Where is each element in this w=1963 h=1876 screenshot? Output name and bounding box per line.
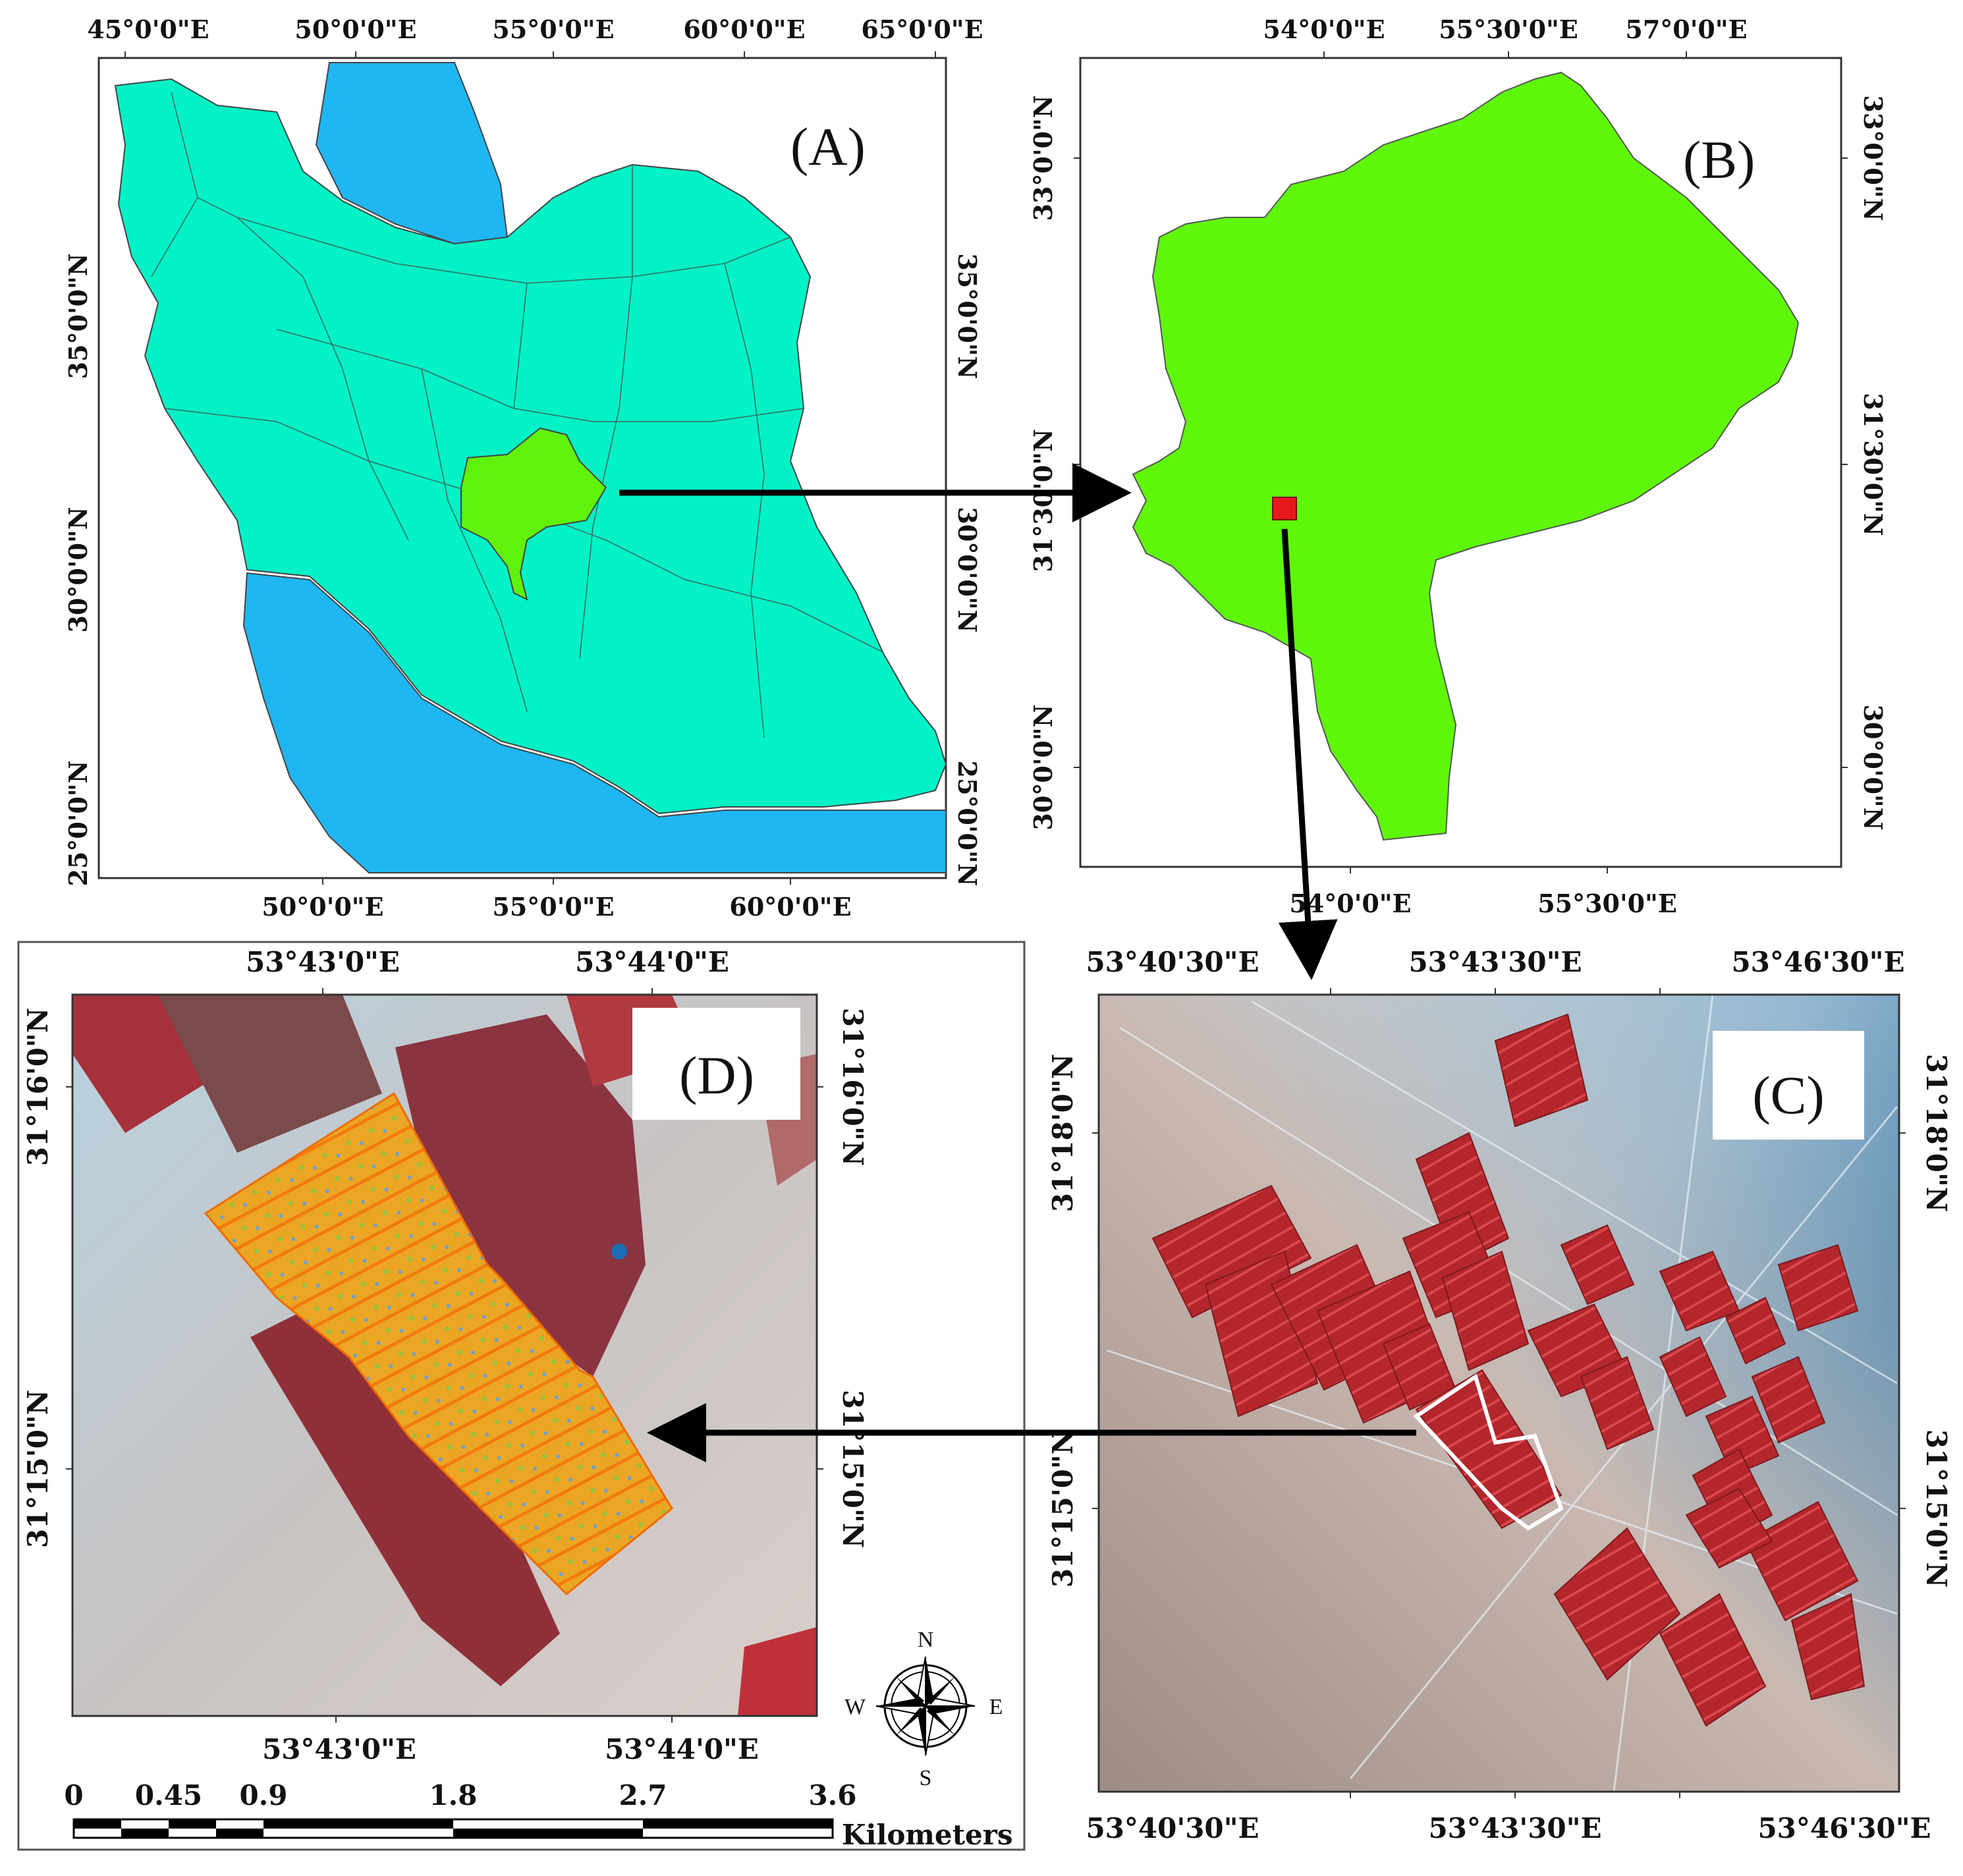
compass-s: S (920, 1766, 932, 1790)
panel-c-ticks (1092, 988, 1906, 1798)
panel-a: (A) 45°0'0"E 50°0'0"E 55°0'0"E 60°0'0"E … (63, 14, 983, 922)
panel-b-left-tick-label: 30°0'0"N (1028, 705, 1058, 831)
study-field-outline (1413, 1373, 1564, 1531)
scale-tick-045: 0.45 (135, 1779, 202, 1811)
panel-d-top-tick-label: 53°44'0"E (575, 946, 729, 978)
compass-n: N (918, 1628, 934, 1652)
scale-tick-27: 2.7 (619, 1779, 667, 1811)
panel-a-left-tick-label: 30°0'0"N (63, 507, 93, 633)
panel-d-right-tick-label: 31°16'0"N (837, 1008, 869, 1166)
panel-c-right-tick-label: 31°15'0"N (1920, 1429, 1952, 1587)
panel-c-bottom-tick-label: 53°43'30"E (1428, 1812, 1601, 1844)
panel-c-frame (1097, 993, 1900, 1793)
panel-b-left-tick-label: 33°0'0"N (1028, 96, 1058, 221)
panel-a-bottom-tick-label: 60°0'0"E (729, 892, 851, 922)
panel-a-top-tick-label: 50°0'0"E (294, 14, 416, 44)
panel-d-right-tick-label: 31°15'0"N (837, 1390, 869, 1548)
panel-b-right-tick-label: 33°0'0"N (1858, 96, 1888, 221)
panel-c-bottom-tick-label: 53°46'30"E (1757, 1812, 1931, 1844)
scale-bar (72, 1818, 834, 1839)
compass-e: E (989, 1695, 1003, 1719)
panel-d-bottom-tick-label: 53°43'0"E (262, 1733, 416, 1765)
persian-gulf (242, 572, 947, 873)
panel-b-tag: (B) (1683, 130, 1755, 190)
panel-c-left-tick-label: 31°18'0"N (1047, 1054, 1079, 1212)
panel-b-top-tick-label: 55°30'0"E (1439, 14, 1578, 44)
panel-a-left-tick-label: 25°0'0"N (63, 761, 93, 887)
panel-c-tag: (C) (1752, 1065, 1824, 1125)
panel-d-map-frame (71, 993, 818, 1717)
panel-b-right-tick-label: 30°0'0"N (1858, 705, 1888, 831)
study-area-marker (1272, 497, 1297, 520)
panel-c-top-tick-label: 53°46'30"E (1731, 946, 1904, 978)
scale-tick-09: 0.9 (239, 1779, 287, 1811)
panel-b-top-tick-label: 57°0'0"E (1625, 14, 1747, 44)
panel-b: (B) 54°0'0"E 55°30'0"E 57°0'0"E 54°0'0"E… (1028, 14, 1888, 918)
irrigated-fields (1151, 1013, 1866, 1727)
panel-b-ticks (1074, 51, 1848, 873)
panel-d-tag-box (632, 1008, 800, 1120)
yazd-province-highlight (460, 427, 607, 601)
panel-c-right-tick-label: 31°18'0"N (1920, 1054, 1952, 1212)
panel-a-top-tick-label: 60°0'0"E (683, 14, 805, 44)
background-fields (72, 995, 817, 1716)
panel-c-bottom-tick-label: 53°40'30"E (1086, 1812, 1259, 1844)
panel-d-top-tick-label: 53°43'0"E (246, 946, 400, 978)
panel-d-bottom-tick-label: 53°44'0"E (605, 1733, 759, 1765)
panel-d-left-tick-label: 31°16'0"N (22, 1008, 54, 1166)
yazd-province-shape (1132, 71, 1800, 841)
scale-tick-0: 0 (64, 1779, 83, 1811)
panel-a-right-tick-label: 30°0'0"N (953, 507, 982, 633)
panel-d-ticks (66, 988, 823, 1723)
scale-tick-18: 1.8 (429, 1779, 477, 1811)
panel-b-right-tick-label: 31°30'0"N (1858, 393, 1888, 536)
arrow-b-to-c (1278, 528, 1338, 980)
panel-d-tag: (D) (679, 1045, 754, 1105)
panel-a-left-tick-label: 35°0'0"N (63, 254, 93, 379)
panel-a-right-tick-label: 25°0'0"N (953, 761, 982, 887)
panel-b-bottom-tick-label: 55°30'0"E (1537, 889, 1677, 918)
panel-a-top-tick-label: 45°0'0"E (87, 14, 209, 44)
panel-c-top-tick-label: 53°40'30"E (1086, 946, 1259, 978)
panel-a-right-tick-label: 35°0'0"N (953, 254, 982, 379)
panel-d-left-tick-label: 31°15'0"N (22, 1390, 54, 1548)
panel-c: (C) 53°40'30"E 53°43'30"E 53°46'30"E 53°… (1047, 946, 1952, 1844)
panel-c-left-tick-label: 31°15'0"N (1047, 1429, 1079, 1587)
panel-a-bottom-tick-label: 50°0'0"E (262, 892, 383, 922)
panel-d: (D) 53°43'0"E 53°44'0"E 53°43'0"E 53°44'… (17, 941, 1026, 1851)
panel-b-top-tick-label: 54°0'0"E (1263, 14, 1385, 44)
panel-a-top-tick-label: 65°0'0"E (861, 14, 983, 44)
study-field-ndvi (204, 1091, 673, 1596)
compass-w: W (844, 1695, 866, 1719)
scale-tick-36: 3.6 (808, 1779, 856, 1811)
panel-a-bottom-tick-label: 55°0'0"E (492, 892, 614, 922)
panel-c-top-tick-label: 53°43'30"E (1408, 946, 1582, 978)
scale-unit: Kilometers (842, 1819, 1013, 1851)
compass-rose-icon (875, 1656, 976, 1756)
panel-c-tag-box (1713, 1031, 1864, 1140)
panel-b-left-tick-label: 31°30'0"N (1028, 429, 1058, 572)
panel-a-tag: (A) (790, 117, 866, 177)
panel-a-ticks (124, 51, 936, 885)
panel-a-top-tick-label: 55°0'0"E (492, 14, 614, 44)
